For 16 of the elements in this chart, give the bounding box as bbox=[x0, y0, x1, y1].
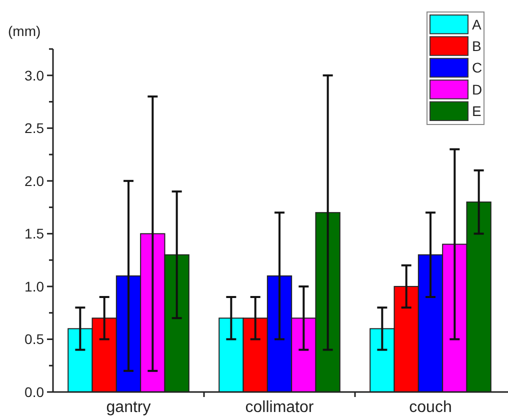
y-tick-label: 0.0 bbox=[24, 384, 44, 400]
y-tick-label: 3.0 bbox=[24, 67, 44, 84]
x-tick-label: couch bbox=[409, 399, 452, 416]
x-tick-label: gantry bbox=[106, 399, 151, 416]
y-tick-label: 2.5 bbox=[24, 120, 44, 136]
x-tick-label: collimator bbox=[245, 399, 314, 416]
y-tick-label: 0.5 bbox=[24, 331, 44, 348]
y-tick-label: 2.0 bbox=[24, 172, 44, 189]
y-tick-label: 1.5 bbox=[24, 226, 44, 242]
legend-label: A bbox=[472, 16, 482, 32]
y-axis-title: (mm) bbox=[8, 23, 41, 39]
legend-label: E bbox=[472, 103, 482, 120]
legend-label: B bbox=[472, 38, 482, 54]
legend-label: C bbox=[472, 60, 482, 76]
legend-label: D bbox=[472, 81, 482, 98]
y-tick-label: 1.0 bbox=[24, 278, 44, 294]
